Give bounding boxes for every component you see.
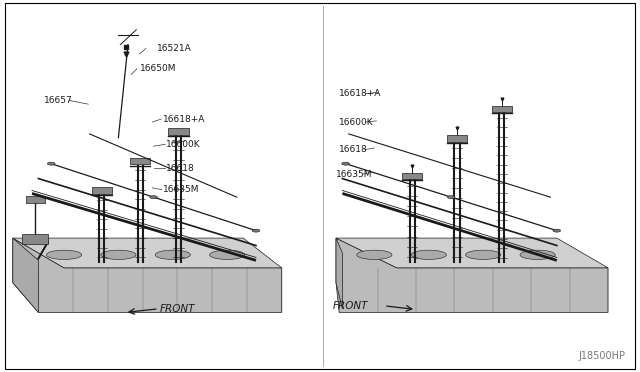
- Ellipse shape: [150, 196, 157, 199]
- Text: 16600K: 16600K: [166, 140, 201, 149]
- Polygon shape: [13, 238, 282, 268]
- Polygon shape: [13, 238, 282, 312]
- Polygon shape: [336, 238, 608, 312]
- Text: 16600K: 16600K: [339, 118, 374, 126]
- Bar: [26, 196, 45, 203]
- Text: FRONT: FRONT: [160, 304, 195, 314]
- Bar: [22, 234, 48, 244]
- Ellipse shape: [156, 250, 191, 260]
- Polygon shape: [336, 238, 342, 309]
- Bar: [492, 106, 512, 112]
- Ellipse shape: [46, 250, 82, 260]
- Ellipse shape: [553, 229, 561, 232]
- Bar: [92, 187, 112, 194]
- Polygon shape: [336, 238, 608, 268]
- Polygon shape: [13, 238, 38, 312]
- Ellipse shape: [342, 162, 349, 165]
- Text: 16521A: 16521A: [157, 44, 191, 53]
- Bar: [447, 135, 467, 142]
- Text: J18500HP: J18500HP: [579, 351, 626, 361]
- Text: 16635M: 16635M: [163, 185, 200, 194]
- Ellipse shape: [252, 229, 260, 232]
- Bar: [130, 158, 150, 164]
- Text: 16618: 16618: [166, 164, 195, 173]
- Bar: [168, 128, 189, 135]
- Ellipse shape: [466, 250, 501, 260]
- Bar: [402, 173, 422, 179]
- Ellipse shape: [447, 196, 455, 199]
- Text: FRONT: FRONT: [333, 301, 368, 311]
- Text: 16618+A: 16618+A: [339, 89, 381, 98]
- Text: 16657: 16657: [44, 96, 72, 105]
- Ellipse shape: [357, 250, 392, 260]
- Text: 16635M: 16635M: [336, 170, 372, 179]
- Text: 16650M: 16650M: [140, 64, 176, 73]
- Text: 16618+A: 16618+A: [163, 115, 205, 124]
- Ellipse shape: [411, 250, 447, 260]
- Text: 16618: 16618: [339, 145, 368, 154]
- Ellipse shape: [47, 162, 55, 165]
- Ellipse shape: [101, 250, 136, 260]
- Ellipse shape: [210, 250, 244, 260]
- Ellipse shape: [520, 250, 556, 260]
